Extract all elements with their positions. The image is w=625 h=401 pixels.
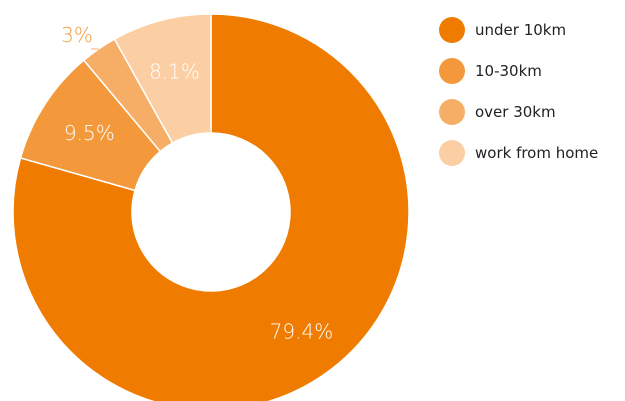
legend-swatch-under-10km [439, 17, 465, 43]
legend-item-work-from-home: work from home [439, 140, 598, 166]
legend: under 10km 10-30km over 30km work from home [439, 17, 598, 166]
legend-item-10-30km: 10-30km [439, 58, 542, 84]
slice-work-from-home [113, 13, 212, 145]
slice-label-10-30km: 9.5% [64, 121, 115, 145]
legend-item-over-30km: over 30km [439, 99, 556, 125]
legend-swatch-over-30km [439, 99, 465, 125]
legend-label-under-10km: under 10km [475, 21, 566, 39]
legend-label-over-30km: over 30km [475, 103, 556, 121]
slice-under-10km [12, 13, 410, 401]
legend-swatch-10-30km [439, 58, 465, 84]
donut-slices [12, 13, 410, 401]
slice-labels: 79.4% 9.5% 3% 8.1% [61, 23, 333, 344]
slice-label-over-30km: 3% [61, 23, 93, 47]
legend-label-10-30km: 10-30km [475, 62, 542, 80]
slice-label-work-from-home: 8.1% [149, 60, 200, 84]
legend-swatch-work-from-home [439, 140, 465, 166]
legend-item-under-10km: under 10km [439, 17, 566, 43]
slice-label-under-10km: 79.4% [270, 320, 334, 344]
legend-label-work-from-home: work from home [475, 144, 598, 162]
